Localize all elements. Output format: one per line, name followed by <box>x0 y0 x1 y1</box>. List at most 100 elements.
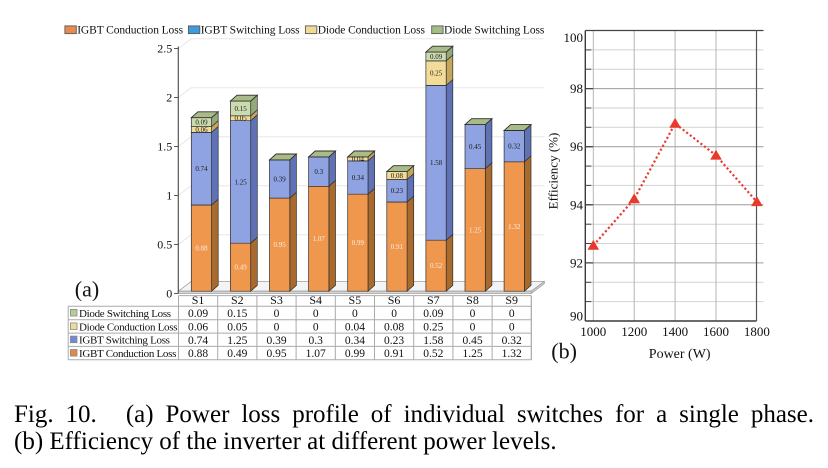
svg-text:0.04: 0.04 <box>352 155 365 163</box>
svg-text:Diode Conduction Loss: Diode Conduction Loss <box>318 25 426 37</box>
svg-text:1800: 1800 <box>744 324 770 339</box>
svg-text:0.15: 0.15 <box>234 105 247 113</box>
svg-text:0.45: 0.45 <box>462 335 482 347</box>
svg-text:0.74: 0.74 <box>188 335 208 347</box>
svg-text:0.74: 0.74 <box>195 165 208 173</box>
svg-text:S4: S4 <box>309 293 322 307</box>
svg-text:0.91: 0.91 <box>391 243 404 251</box>
svg-text:S5: S5 <box>349 293 362 307</box>
svg-text:Diode Switching Loss: Diode Switching Loss <box>79 308 171 320</box>
svg-text:(a): (a) <box>75 277 99 302</box>
svg-text:0.34: 0.34 <box>352 174 365 182</box>
svg-text:0.52: 0.52 <box>423 348 443 360</box>
svg-text:90: 90 <box>570 308 583 323</box>
svg-text:0: 0 <box>313 308 319 320</box>
svg-text:0.25: 0.25 <box>430 70 443 78</box>
svg-text:0.23: 0.23 <box>391 187 404 195</box>
svg-text:92: 92 <box>570 255 583 270</box>
svg-text:1200: 1200 <box>621 324 647 339</box>
svg-text:1.58: 1.58 <box>430 159 443 167</box>
svg-text:1600: 1600 <box>703 324 729 339</box>
svg-text:0: 0 <box>313 322 319 334</box>
svg-text:0.95: 0.95 <box>266 348 286 360</box>
svg-text:0.25: 0.25 <box>423 322 443 334</box>
svg-text:0.32: 0.32 <box>508 143 521 151</box>
svg-text:0.06: 0.06 <box>188 322 208 334</box>
svg-text:0.52: 0.52 <box>430 262 443 270</box>
svg-text:98: 98 <box>570 81 583 96</box>
svg-text:0.32: 0.32 <box>502 335 522 347</box>
svg-text:0.08: 0.08 <box>391 172 404 180</box>
svg-text:S7: S7 <box>427 293 440 307</box>
svg-text:S3: S3 <box>270 293 283 307</box>
svg-text:0.45: 0.45 <box>469 143 482 151</box>
svg-text:0.88: 0.88 <box>188 348 208 360</box>
svg-text:Efficiency (%): Efficiency (%) <box>546 133 561 210</box>
svg-text:S2: S2 <box>231 293 244 307</box>
svg-text:0: 0 <box>509 308 515 320</box>
svg-text:0.3: 0.3 <box>309 335 324 347</box>
svg-text:0.3: 0.3 <box>314 168 323 176</box>
svg-text:1.07: 1.07 <box>306 348 326 360</box>
svg-text:S1: S1 <box>192 293 205 307</box>
svg-text:0.09: 0.09 <box>430 53 443 61</box>
svg-text:0.49: 0.49 <box>234 264 247 272</box>
svg-text:0.99: 0.99 <box>345 348 365 360</box>
svg-text:0.23: 0.23 <box>384 335 404 347</box>
svg-text:0.88: 0.88 <box>195 245 208 253</box>
svg-text:0.91: 0.91 <box>384 348 404 360</box>
svg-text:IGBT Switching Loss: IGBT Switching Loss <box>201 25 300 37</box>
svg-text:0.09: 0.09 <box>188 308 208 320</box>
svg-text:100: 100 <box>564 30 584 45</box>
svg-text:IGBT Switching Loss: IGBT Switching Loss <box>79 335 170 347</box>
svg-text:0.05: 0.05 <box>227 322 247 334</box>
svg-text:0.5: 0.5 <box>157 238 172 252</box>
svg-text:Diode Switching Loss: Diode Switching Loss <box>444 25 545 37</box>
svg-text:96: 96 <box>570 139 584 154</box>
svg-text:0.49: 0.49 <box>227 348 247 360</box>
svg-text:0.39: 0.39 <box>266 335 286 347</box>
svg-text:IGBT Conduction Loss: IGBT Conduction Loss <box>77 25 183 37</box>
svg-text:1.32: 1.32 <box>508 223 521 231</box>
svg-text:0.08: 0.08 <box>384 322 404 334</box>
svg-text:1.5: 1.5 <box>157 140 172 154</box>
svg-text:Power (W): Power (W) <box>649 347 711 362</box>
svg-text:1000: 1000 <box>580 324 606 339</box>
svg-text:Diode Conduction Loss: Diode Conduction Loss <box>79 321 177 333</box>
svg-text:0: 0 <box>274 322 280 334</box>
svg-text:0: 0 <box>391 308 397 320</box>
svg-text:1.07: 1.07 <box>313 235 326 243</box>
svg-text:S9: S9 <box>505 293 518 307</box>
svg-text:0: 0 <box>274 308 280 320</box>
svg-text:1.25: 1.25 <box>462 348 482 360</box>
svg-text:0: 0 <box>352 308 358 320</box>
svg-text:1400: 1400 <box>662 324 688 339</box>
svg-text:0.09: 0.09 <box>423 308 443 320</box>
svg-text:2.5: 2.5 <box>157 42 172 56</box>
svg-text:1.25: 1.25 <box>227 335 247 347</box>
svg-text:1.25: 1.25 <box>234 178 247 186</box>
svg-text:0.15: 0.15 <box>227 308 247 320</box>
svg-text:S6: S6 <box>388 293 401 307</box>
svg-text:(b): (b) <box>551 339 577 364</box>
svg-text:0: 0 <box>509 322 515 334</box>
svg-text:1.25: 1.25 <box>469 226 482 234</box>
svg-text:2: 2 <box>166 91 172 105</box>
svg-text:1.32: 1.32 <box>502 348 522 360</box>
svg-text:0: 0 <box>166 287 172 301</box>
svg-text:1: 1 <box>166 189 172 203</box>
svg-text:94: 94 <box>570 197 584 212</box>
svg-text:0.06: 0.06 <box>195 126 208 134</box>
svg-text:0.05: 0.05 <box>234 115 247 123</box>
svg-text:0.39: 0.39 <box>273 175 286 183</box>
svg-text:1.58: 1.58 <box>423 335 443 347</box>
svg-text:0.34: 0.34 <box>345 335 365 347</box>
svg-text:S8: S8 <box>466 293 479 307</box>
svg-text:0.99: 0.99 <box>352 239 365 247</box>
svg-text:0.04: 0.04 <box>345 322 365 334</box>
svg-text:0: 0 <box>470 322 476 334</box>
svg-text:0: 0 <box>470 308 476 320</box>
svg-text:IGBT Conduction Loss: IGBT Conduction Loss <box>79 348 176 360</box>
svg-text:0.95: 0.95 <box>273 241 286 249</box>
svg-text:0.09: 0.09 <box>195 119 208 127</box>
